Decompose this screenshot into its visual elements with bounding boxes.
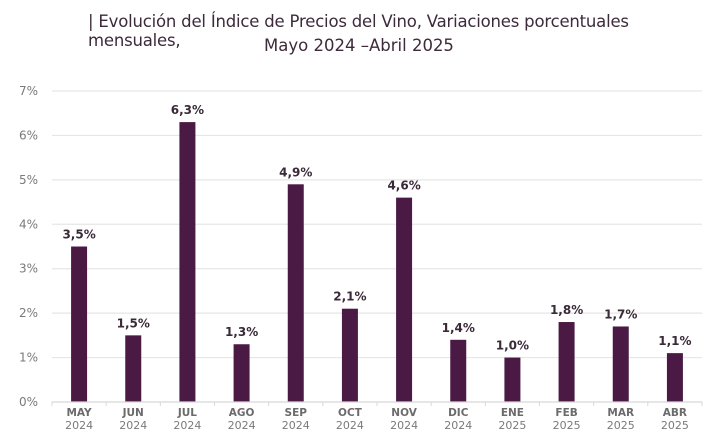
data-label: 6,3% <box>171 103 204 117</box>
data-label: 4,6% <box>387 179 420 193</box>
chart-title-line-1: | Evolución del Índice de Precios del Vi… <box>88 12 629 50</box>
x-tick-label-year: 2025 <box>553 419 581 432</box>
x-tick-label-year: 2025 <box>498 419 526 432</box>
x-tick-label-month: JUN <box>122 407 144 419</box>
data-label: 1,7% <box>604 307 637 321</box>
x-tick-label-month: ABR <box>663 407 687 419</box>
x-tick-label-month: AGO <box>229 407 255 419</box>
y-tick-label: 0% <box>19 395 38 409</box>
data-label: 3,5% <box>62 228 95 242</box>
gridlines <box>52 90 702 359</box>
x-tick-label-year: 2025 <box>607 419 635 432</box>
bar <box>233 344 250 402</box>
x-tick-label-month: ENE <box>501 407 524 419</box>
data-label: 4,9% <box>279 165 312 179</box>
bar <box>450 339 467 402</box>
y-tick-label: 5% <box>19 173 38 187</box>
x-tick-label-month: MAR <box>607 407 634 419</box>
x-tick-label-year: 2024 <box>336 419 364 432</box>
x-tick-label-month: OCT <box>338 407 363 419</box>
bar <box>179 122 196 402</box>
x-tick-label-year: 2024 <box>65 419 93 432</box>
x-tick-label-month: FEB <box>555 407 577 419</box>
x-tick-label-year: 2024 <box>228 419 256 432</box>
data-label: 1,3% <box>225 325 258 339</box>
data-label: 1,8% <box>550 303 583 317</box>
x-tick-label-year: 2024 <box>119 419 147 432</box>
y-tick-label: 7% <box>19 84 38 98</box>
data-label: 1,0% <box>496 339 529 353</box>
x-tick-label-month: JUL <box>177 407 197 419</box>
x-tick-label-year: 2024 <box>390 419 418 432</box>
x-tick-label-month: NOV <box>391 407 417 419</box>
data-label: 1,5% <box>117 316 150 330</box>
x-tick-label-month: SEP <box>285 407 308 419</box>
bar <box>71 246 88 402</box>
y-tick-label: 6% <box>19 128 38 142</box>
bar <box>666 353 683 402</box>
chart-title-line-2: Mayo 2024 –Abril 2025 <box>264 36 454 55</box>
x-tick-label-year: 2024 <box>444 419 472 432</box>
x-axis: MAY2024JUN2024JUL2024AGO2024SEP2024OCT20… <box>51 401 703 432</box>
x-tick-label-month: MAY <box>66 407 92 419</box>
y-tick-label: 2% <box>19 306 38 320</box>
bar <box>396 197 413 402</box>
bar <box>287 184 304 402</box>
y-tick-label: 3% <box>19 262 38 276</box>
data-label: 1,4% <box>442 321 475 335</box>
bars <box>71 122 683 402</box>
bar <box>558 322 575 402</box>
x-tick-label-month: DIC <box>448 407 469 419</box>
y-tick-label: 1% <box>19 351 38 365</box>
value-labels: 3,5% 1,5% 6,3% 1,3% 4,9% 2,1% 4,6% 1,4% 1,0% 1,8%… <box>62 103 691 352</box>
x-tick-label-year: 2024 <box>173 419 201 432</box>
bar <box>341 308 358 402</box>
data-label: 1,1% <box>658 334 691 348</box>
y-tick-label: 4% <box>19 217 38 231</box>
bar <box>125 335 142 402</box>
bar <box>504 357 521 402</box>
data-label: 2,1% <box>333 290 366 304</box>
bar <box>612 326 629 402</box>
x-tick-label-year: 2024 <box>282 419 310 432</box>
x-tick-label-year: 2025 <box>661 419 689 432</box>
y-axis: 0% 1% 2% 3% 4% 5% 6% 7% <box>19 84 38 409</box>
